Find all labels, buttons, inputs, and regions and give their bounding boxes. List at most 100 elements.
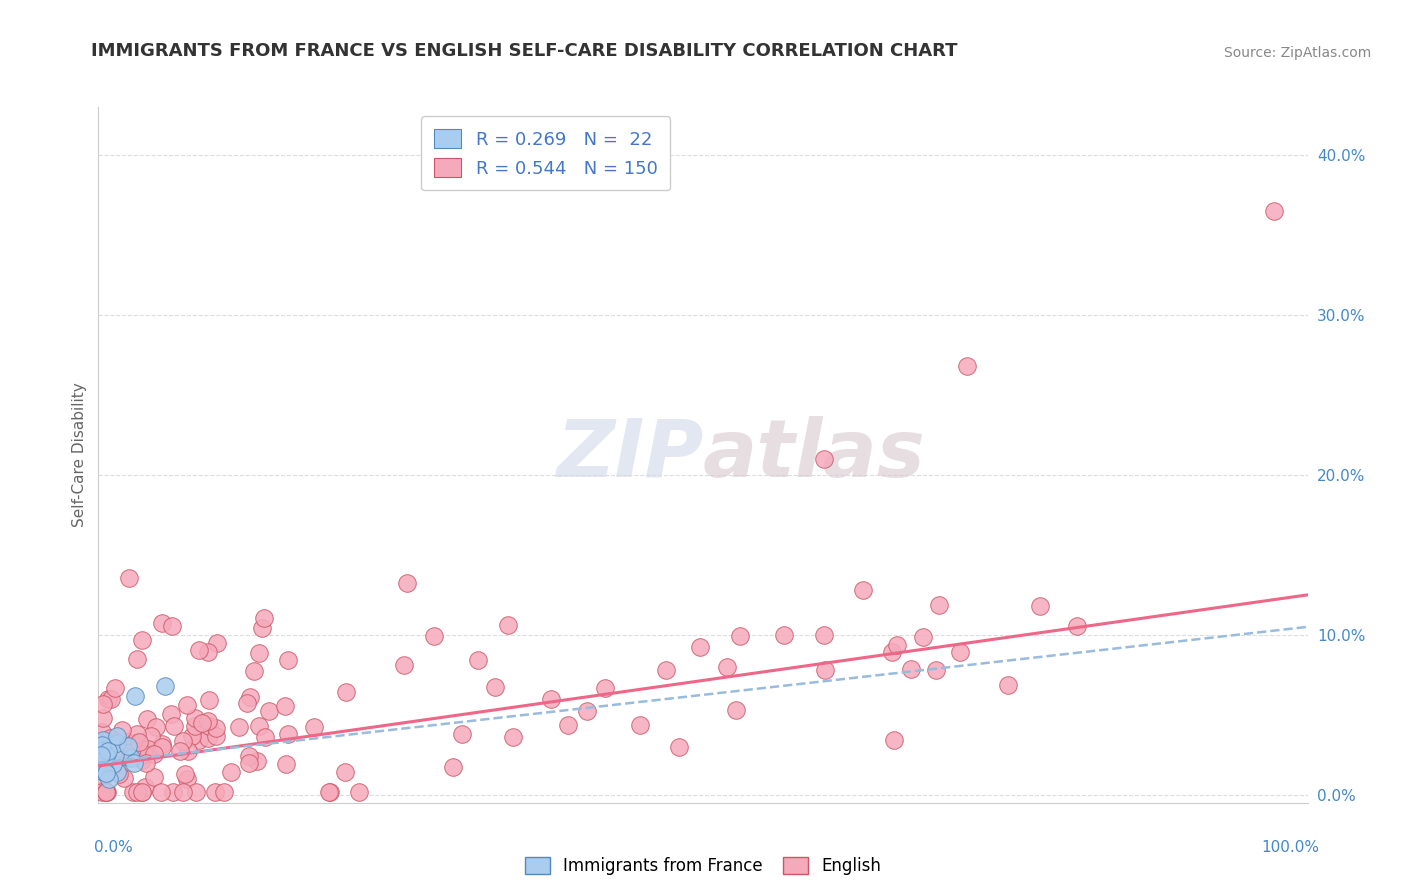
Point (122, 736, 145, 750)
Point (125, 784, 148, 798)
Point (124, 756, 146, 770)
Point (724, 703, 747, 717)
Point (247, 646, 270, 660)
Point (655, 664, 678, 678)
Point (115, 750, 138, 764)
Point (91, 784, 114, 798)
Point (108, 766, 131, 780)
Point (335, 684, 357, 698)
Point (125, 652, 148, 666)
Point (277, 653, 299, 667)
Point (98, 772, 121, 786)
Point (184, 711, 207, 725)
Point (238, 756, 260, 770)
Point (467, 653, 489, 667)
Point (149, 784, 172, 798)
Text: 0.0%: 0.0% (94, 840, 134, 855)
Point (132, 742, 155, 756)
Point (103, 745, 125, 759)
Point (91, 738, 114, 752)
Legend: Immigrants from France, English: Immigrants from France, English (516, 849, 890, 884)
Point (236, 697, 259, 711)
Point (153, 679, 176, 693)
Point (105, 743, 128, 757)
Point (540, 692, 562, 706)
Point (134, 780, 156, 794)
Point (423, 629, 446, 643)
Point (101, 739, 124, 754)
Point (112, 771, 135, 785)
Point (94, 784, 117, 798)
Point (276, 756, 298, 771)
Point (127, 727, 149, 741)
Point (131, 632, 153, 647)
Point (689, 640, 711, 654)
Point (228, 720, 250, 734)
Point (98, 731, 121, 745)
Point (392, 657, 415, 672)
Point (176, 698, 198, 713)
Point (668, 740, 690, 755)
Point (253, 730, 276, 744)
Point (814, 663, 837, 677)
Point (97, 743, 120, 757)
Point (150, 737, 173, 751)
Point (239, 690, 262, 704)
Point (94, 749, 117, 764)
Point (1066, 619, 1088, 633)
Point (900, 662, 922, 676)
Point (96, 784, 118, 798)
Point (925, 663, 948, 677)
Legend: R = 0.269   N =  22, R = 0.544   N = 150: R = 0.269 N = 22, R = 0.544 N = 150 (422, 116, 671, 190)
Point (94, 753, 117, 767)
Point (103, 756, 125, 771)
Point (91, 743, 114, 757)
Point (97, 691, 120, 706)
Point (243, 664, 266, 678)
Point (349, 784, 371, 798)
Point (198, 719, 221, 733)
Point (176, 744, 198, 758)
Point (197, 731, 219, 745)
Point (93, 741, 115, 756)
Point (110, 747, 132, 762)
Point (111, 723, 134, 737)
Point (496, 617, 519, 632)
Point (928, 598, 950, 612)
Point (253, 611, 276, 625)
Point (197, 645, 219, 659)
Point (180, 729, 202, 743)
Point (90, 724, 112, 739)
Point (162, 718, 184, 732)
Point (94, 739, 117, 754)
Point (319, 784, 342, 798)
Point (87, 747, 110, 762)
Point (150, 740, 173, 755)
Point (90, 764, 112, 779)
Point (502, 730, 524, 744)
Point (91, 697, 114, 711)
Point (135, 756, 157, 770)
Point (94, 747, 117, 762)
Point (880, 645, 903, 659)
Point (274, 699, 297, 714)
Point (250, 621, 273, 635)
Point (117, 739, 139, 753)
Point (136, 742, 159, 756)
Point (120, 745, 142, 759)
Text: atlas: atlas (703, 416, 925, 494)
Point (112, 749, 135, 764)
Point (198, 693, 221, 707)
Point (132, 747, 155, 761)
Point (172, 734, 194, 748)
Point (238, 749, 260, 764)
Point (184, 784, 207, 798)
Point (813, 628, 835, 642)
Point (91, 772, 114, 786)
Point (716, 660, 738, 674)
Point (1029, 599, 1052, 613)
Text: ZIP: ZIP (555, 416, 703, 494)
Point (150, 616, 173, 631)
Point (183, 719, 205, 733)
Point (773, 628, 796, 642)
